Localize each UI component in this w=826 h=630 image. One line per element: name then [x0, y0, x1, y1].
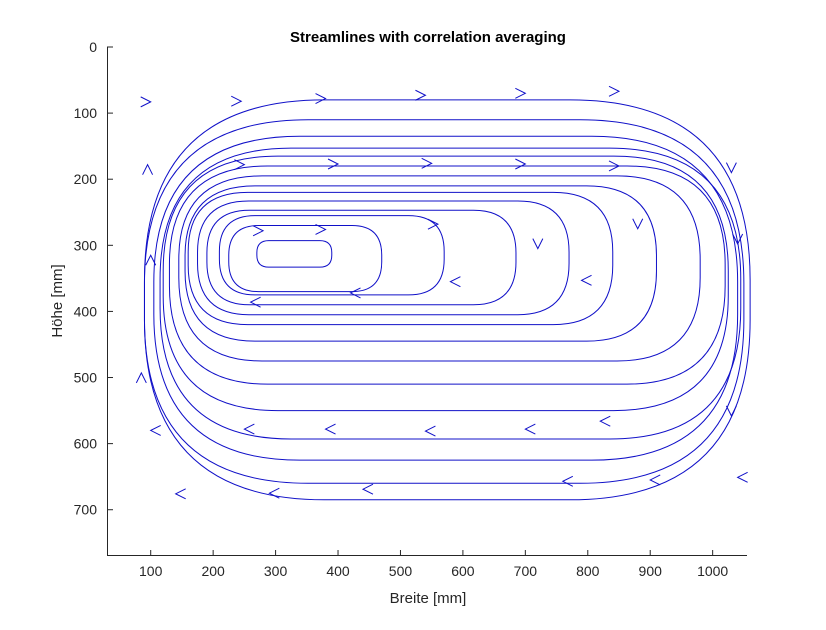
arrow-left	[174, 488, 186, 500]
arrow-right	[515, 158, 527, 170]
arrow-right	[252, 225, 265, 237]
x-tick-label: 700	[514, 563, 538, 579]
arrow-left	[449, 276, 461, 288]
y-tick-label: 700	[74, 502, 98, 518]
arrow-right	[315, 93, 327, 105]
arrow-left	[324, 423, 336, 435]
streamline	[228, 224, 383, 293]
arrow-left	[243, 423, 255, 435]
streamline	[153, 135, 739, 461]
streamline	[162, 155, 729, 412]
arrow-right	[231, 95, 243, 107]
arrow-down	[732, 233, 744, 246]
x-tick-label: 800	[576, 563, 600, 579]
x-tick-label: 500	[389, 563, 413, 579]
arrow-up	[145, 254, 157, 266]
arrow-left	[149, 424, 161, 436]
arrow-left	[349, 287, 361, 299]
x-axis-label: Breite [mm]	[390, 590, 467, 607]
arrow-left	[736, 471, 748, 483]
arrow-down	[532, 238, 544, 250]
arrow-right	[427, 218, 440, 230]
streamline	[168, 165, 726, 385]
streamline	[256, 240, 333, 268]
arrow-right	[608, 85, 621, 97]
streamline	[143, 99, 751, 501]
arrow-up	[142, 163, 154, 175]
streamline	[159, 147, 742, 440]
arrow-right	[608, 160, 621, 172]
arrow-right	[421, 157, 433, 169]
arrow-left	[424, 425, 436, 437]
y-tick-label: 500	[74, 370, 98, 386]
y-tick-label: 200	[74, 171, 98, 187]
x-tick-label: 300	[264, 563, 288, 579]
y-ticks-group: 0 100 200 300 400 500 600 700	[74, 39, 113, 518]
arrow-down	[725, 162, 737, 174]
streamline	[187, 191, 614, 326]
arrow-left	[649, 474, 661, 486]
arrow-right	[234, 159, 246, 171]
arrow-left	[524, 423, 536, 435]
arrow-left	[580, 274, 592, 286]
y-tick-label: 0	[89, 39, 97, 55]
streamline	[184, 185, 657, 342]
y-tick-label: 400	[74, 303, 98, 319]
x-tick-label: 1000	[697, 563, 728, 579]
y-tick-label: 100	[74, 105, 98, 121]
arrow-right	[140, 96, 152, 108]
arrow-right	[415, 89, 427, 101]
streamline	[178, 175, 701, 362]
y-axis-label: Höhe [mm]	[49, 264, 66, 337]
arrow-left	[268, 487, 280, 499]
streamline	[143, 119, 745, 484]
chart-title: Streamlines with correlation averaging	[290, 29, 566, 46]
arrow-down	[725, 405, 737, 417]
arrow-left	[249, 296, 261, 308]
arrow-left	[599, 415, 611, 427]
arrow-right	[515, 87, 527, 99]
x-tick-label: 900	[639, 563, 663, 579]
arrow-up	[135, 371, 147, 384]
arrow-right	[315, 223, 327, 235]
x-tick-label: 600	[451, 563, 475, 579]
arrows-group	[135, 85, 748, 500]
streamline	[218, 215, 445, 296]
arrow-left	[361, 483, 374, 495]
arrow-right	[327, 158, 340, 170]
arrow-down	[632, 218, 644, 230]
arrow-left	[561, 475, 574, 487]
y-tick-label: 600	[74, 436, 98, 452]
y-tick-label: 300	[74, 237, 98, 253]
streamline	[206, 209, 517, 306]
x-ticks-group: 100 200 300 400 500 600 700 800 900 1000	[139, 550, 728, 579]
streamline	[197, 200, 570, 316]
x-tick-label: 100	[139, 563, 163, 579]
x-tick-label: 400	[326, 563, 350, 579]
streamlines-group	[143, 99, 751, 501]
x-tick-label: 200	[201, 563, 225, 579]
